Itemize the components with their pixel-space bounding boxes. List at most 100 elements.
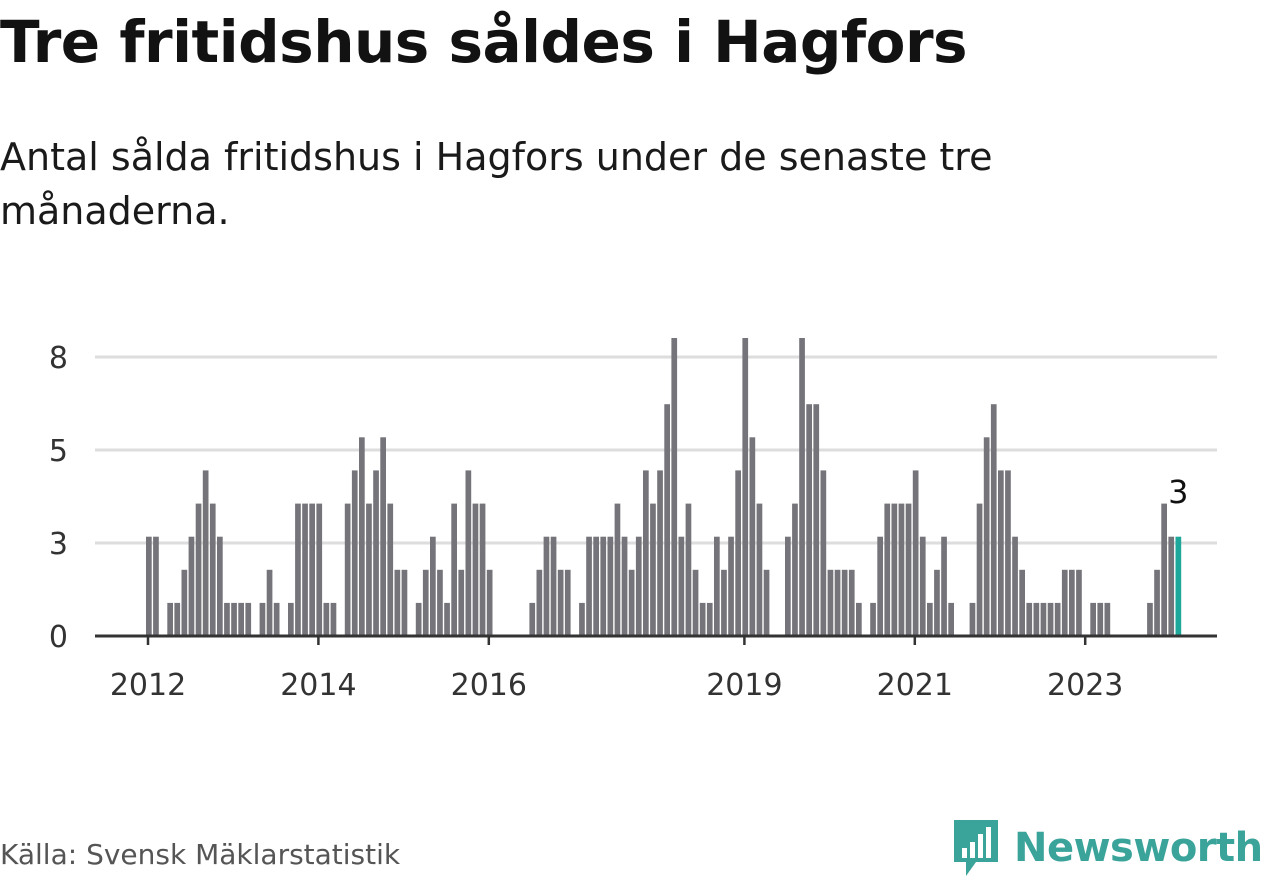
bar bbox=[998, 470, 1004, 636]
bar bbox=[706, 602, 713, 636]
bar bbox=[472, 503, 479, 636]
bar bbox=[635, 536, 642, 636]
bar bbox=[564, 569, 571, 636]
bar bbox=[153, 536, 159, 636]
last-value-label: 3 bbox=[1168, 473, 1188, 511]
bar bbox=[806, 404, 812, 636]
bar bbox=[1154, 569, 1160, 636]
x-tick-label: 2019 bbox=[706, 668, 782, 703]
bar bbox=[1033, 602, 1040, 636]
bar bbox=[224, 602, 230, 636]
x-axis-labels: 2012 2014 2016 2019 2021 2023 bbox=[110, 668, 1124, 703]
bar bbox=[976, 503, 983, 636]
chart-title: Tre fritidshus såldes i Hagfors bbox=[0, 8, 968, 76]
bar bbox=[394, 569, 401, 636]
bar bbox=[657, 470, 663, 636]
bar bbox=[756, 503, 763, 636]
bar bbox=[451, 503, 457, 636]
bar bbox=[813, 404, 820, 636]
bar bbox=[536, 569, 543, 636]
bar bbox=[799, 338, 805, 636]
bar bbox=[643, 470, 649, 636]
bar bbox=[877, 536, 883, 636]
bar bbox=[174, 602, 181, 636]
bar bbox=[678, 536, 685, 636]
bar bbox=[792, 503, 798, 636]
bar bbox=[1047, 602, 1054, 636]
bar bbox=[614, 503, 621, 636]
bar bbox=[202, 470, 209, 636]
bar bbox=[941, 536, 947, 636]
bar bbox=[692, 569, 699, 636]
bar bbox=[664, 404, 670, 636]
bar bbox=[309, 503, 315, 636]
x-tick-label: 2012 bbox=[110, 668, 186, 703]
bar bbox=[295, 503, 301, 636]
bar bbox=[259, 602, 266, 636]
source-note: Källa: Svensk Mäklarstatistik bbox=[0, 838, 401, 871]
bar bbox=[1012, 536, 1018, 636]
bar bbox=[990, 404, 997, 636]
bar bbox=[579, 602, 585, 636]
bar bbox=[209, 503, 216, 636]
x-tick-label: 2016 bbox=[451, 668, 527, 703]
bar bbox=[834, 569, 841, 636]
bar bbox=[927, 602, 933, 636]
gridlines bbox=[95, 355, 1217, 545]
bar-latest bbox=[1175, 536, 1182, 636]
bar bbox=[444, 602, 450, 636]
bar bbox=[415, 602, 422, 636]
bar bbox=[529, 602, 536, 636]
bar bbox=[330, 602, 337, 636]
bar bbox=[919, 536, 926, 636]
bars bbox=[146, 338, 1182, 636]
bar bbox=[465, 470, 472, 636]
newsworthy-logo[interactable]: Newsworthy bbox=[952, 818, 1262, 878]
bar bbox=[266, 569, 273, 636]
bar bbox=[458, 569, 465, 636]
brand-name: Newsworthy bbox=[1014, 825, 1262, 871]
y-tick-label: 0 bbox=[49, 620, 68, 655]
bar bbox=[146, 536, 152, 636]
bar bbox=[628, 569, 635, 636]
bar bbox=[380, 437, 386, 636]
bar bbox=[550, 536, 557, 636]
bar bbox=[430, 536, 436, 636]
bar bbox=[1090, 602, 1096, 636]
bar bbox=[479, 503, 486, 636]
bar bbox=[387, 503, 394, 636]
bar bbox=[969, 602, 976, 636]
bar bbox=[316, 503, 323, 636]
bar bbox=[344, 503, 351, 636]
bar bbox=[820, 470, 827, 636]
bar bbox=[742, 338, 749, 636]
bar bbox=[593, 536, 599, 636]
bar bbox=[905, 503, 912, 636]
bar bbox=[621, 536, 628, 636]
bar bbox=[231, 602, 237, 636]
newsworthy-logo-icon bbox=[954, 820, 998, 876]
bar bbox=[238, 602, 244, 636]
x-tick-label: 2014 bbox=[280, 668, 356, 703]
x-tick-label: 2023 bbox=[1047, 668, 1123, 703]
bar bbox=[728, 536, 734, 636]
bar bbox=[685, 503, 692, 636]
bar bbox=[1104, 602, 1111, 636]
bar bbox=[181, 569, 188, 636]
bar bbox=[714, 536, 720, 636]
bar bbox=[401, 569, 408, 636]
bar-chart: 0 3 5 8 2012 2014 2016 2019 2021 2023 3 bbox=[49, 338, 1217, 703]
bar bbox=[721, 569, 727, 636]
bar bbox=[749, 437, 756, 636]
bar bbox=[856, 602, 862, 636]
bar bbox=[735, 470, 741, 636]
bar bbox=[607, 536, 614, 636]
bar bbox=[1147, 602, 1153, 636]
bar bbox=[1069, 569, 1075, 636]
y-tick-label: 3 bbox=[49, 527, 68, 562]
bar bbox=[1097, 602, 1104, 636]
y-tick-label: 5 bbox=[49, 434, 68, 469]
x-axis-ticks bbox=[146, 636, 1087, 645]
bar bbox=[217, 536, 223, 636]
last-value-annotation: 3 bbox=[1165, 470, 1191, 514]
